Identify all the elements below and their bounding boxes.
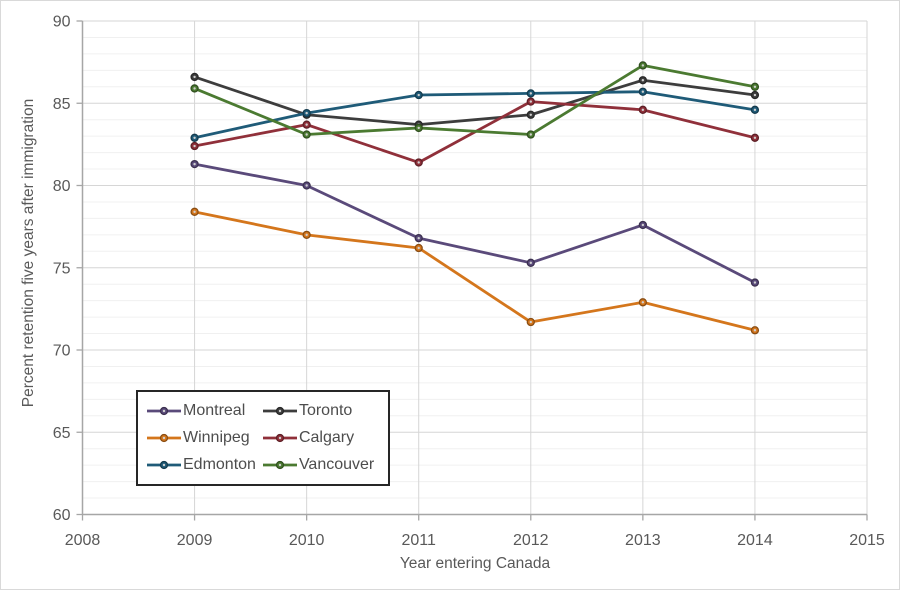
- legend-marker-center: [278, 436, 282, 440]
- series-line-vancouver: [193, 64, 757, 136]
- legend-label: Toronto: [298, 402, 353, 419]
- legend-marker-icon: [262, 406, 297, 416]
- legend-marker-icon: [147, 406, 181, 416]
- series-line-toronto: [193, 75, 757, 127]
- x-tick-label: 2008: [65, 532, 101, 549]
- marker-center-dot: [193, 136, 196, 139]
- legend-item-montreal: Montreal: [146, 398, 256, 424]
- data-series: [190, 61, 760, 335]
- legend-item-calgary: Calgary: [262, 425, 374, 451]
- x-tick-label: 2014: [737, 532, 773, 549]
- legend-item-toronto: Toronto: [262, 398, 374, 424]
- legend-label: Calgary: [298, 429, 355, 446]
- series-montreal: [190, 159, 760, 287]
- marker-center-dot: [529, 113, 532, 116]
- marker-center-dot: [641, 301, 645, 304]
- legend-marker-center: [162, 463, 166, 467]
- x-tick-label: 2011: [402, 532, 437, 549]
- y-tick-label: 65: [53, 425, 71, 442]
- marker-center-dot: [529, 261, 532, 265]
- x-tick-label: 2010: [289, 532, 325, 549]
- marker-center-dot: [193, 162, 196, 166]
- x-axis-title: Year entering Canada: [400, 555, 551, 572]
- marker-center-dot: [193, 75, 196, 79]
- marker-center-dot: [417, 246, 420, 250]
- legend-marker-center: [278, 463, 282, 467]
- marker-center-dot: [305, 123, 308, 126]
- marker-center-dot: [417, 161, 420, 164]
- marker-center-dot: [753, 281, 757, 284]
- marker-center-dot: [193, 144, 196, 148]
- x-tick-label: 2013: [625, 532, 661, 549]
- marker-center-dot: [641, 90, 645, 93]
- legend-marker-icon: [147, 460, 181, 470]
- marker-center-dot: [641, 108, 645, 112]
- marker-center-dot: [529, 92, 532, 95]
- x-tick-label: 2015: [849, 532, 885, 549]
- legend-label: Montreal: [183, 402, 246, 419]
- y-tick-label: 70: [53, 343, 71, 360]
- marker-center-dot: [529, 133, 532, 136]
- marker-center-dot: [193, 210, 196, 214]
- x-tick-label: 2012: [513, 532, 549, 549]
- marker-center-dot: [641, 64, 645, 67]
- marker-center-dot: [529, 320, 532, 324]
- y-tick-label: 60: [53, 507, 71, 524]
- series-vancouver: [190, 61, 760, 139]
- marker-center-dot: [305, 184, 308, 187]
- x-tick-label: 2009: [177, 532, 213, 549]
- series-winnipeg: [190, 207, 760, 335]
- legend-item-vancouver: Vancouver: [262, 452, 374, 478]
- legend-marker-icon: [262, 433, 297, 443]
- y-tick-label: 90: [53, 14, 71, 31]
- y-tick-label: 85: [53, 96, 71, 113]
- marker-center-dot: [417, 93, 420, 97]
- legend-label: Vancouver: [298, 456, 375, 473]
- legend-marker-center: [162, 436, 166, 440]
- marker-center-dot: [753, 108, 757, 112]
- marker-center-dot: [305, 233, 308, 237]
- chart-legend: Montreal Toronto Winnipeg Calgary Edmonton Va…: [136, 390, 391, 486]
- series-edmonton: [190, 87, 760, 142]
- marker-center-dot: [417, 236, 420, 240]
- series-line-winnipeg: [193, 210, 757, 332]
- legend-marker-center: [278, 409, 282, 413]
- marker-center-dot: [753, 93, 757, 97]
- legend-item-winnipeg: Winnipeg: [146, 425, 256, 451]
- marker-center-dot: [305, 111, 308, 115]
- legend-marker-center: [162, 409, 166, 413]
- marker-center-dot: [753, 136, 757, 139]
- legend-item-edmonton: Edmonton: [146, 452, 256, 478]
- marker-center-dot: [529, 100, 532, 103]
- series-line-montreal: [193, 162, 757, 284]
- marker-center-dot: [193, 87, 196, 90]
- legend-label: Edmonton: [183, 456, 256, 473]
- marker-center-dot: [753, 85, 757, 89]
- marker-center-dot: [641, 223, 645, 227]
- marker-center-dot: [753, 329, 757, 332]
- axes: [76, 20, 868, 521]
- legend-marker-icon: [147, 433, 181, 443]
- series-line-edmonton: [193, 90, 757, 140]
- marker-center-dot: [305, 133, 308, 136]
- legend-marker-icon: [262, 460, 297, 470]
- marker-center-dot: [417, 126, 420, 130]
- y-axis-title: Percent retention five years after immig…: [20, 99, 37, 407]
- y-tick-label: 80: [53, 178, 71, 195]
- axis-tick-labels: 90 85 80 75 70 65 60 2008 2009 2010 2011 2012 2013 20…: [53, 14, 885, 550]
- legend-label: Winnipeg: [183, 429, 250, 446]
- y-tick-label: 75: [53, 260, 71, 277]
- marker-center-dot: [641, 79, 645, 82]
